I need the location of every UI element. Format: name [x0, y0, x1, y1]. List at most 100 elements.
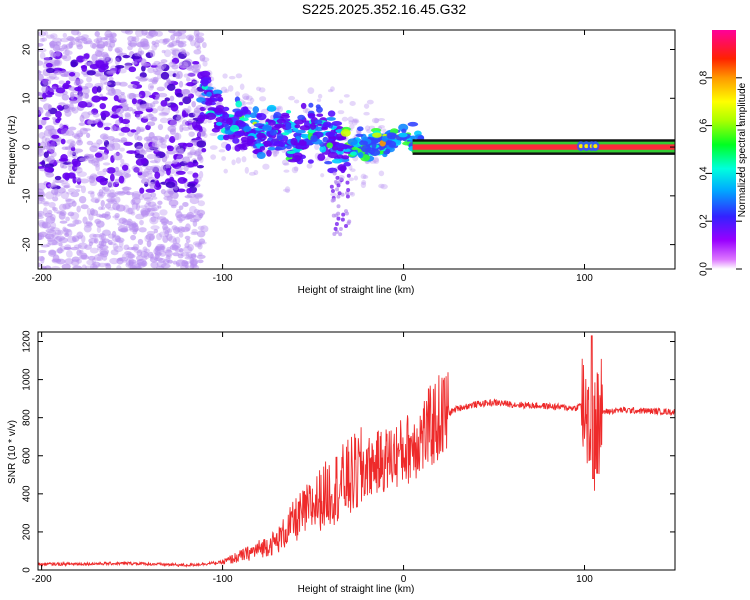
noise-blob [146, 240, 152, 248]
noise-blob [100, 199, 105, 207]
noise-blob [38, 48, 47, 53]
noise-blob [141, 171, 150, 178]
noise-blob [114, 196, 121, 203]
noise-blob [155, 251, 163, 256]
noise-blob [170, 48, 180, 52]
noise-blob [191, 228, 198, 234]
noise-blob [67, 172, 76, 179]
noise-blob [145, 170, 153, 175]
noise-blob [63, 184, 71, 189]
noise-blob [147, 67, 155, 74]
signal-blob [242, 146, 248, 151]
noise-blob [48, 86, 58, 93]
haze-blob [353, 175, 359, 181]
noise-blob [152, 165, 162, 173]
signal-blob [256, 113, 267, 121]
signal-blob [347, 138, 358, 146]
tail-blob [340, 217, 345, 222]
haze-blob [317, 93, 323, 99]
noise-blob [123, 244, 130, 251]
noise-blob [99, 133, 109, 140]
noise-blob [76, 205, 81, 213]
signal-blob [243, 125, 252, 132]
noise-blob [82, 92, 89, 99]
noise-blob [169, 128, 176, 135]
noise-blob [79, 250, 84, 254]
noise-blob [49, 53, 57, 59]
haze-blob [348, 191, 354, 196]
noise-blob [182, 96, 192, 105]
noise-blob [148, 113, 153, 118]
noise-blob [71, 200, 77, 207]
haze-blob [249, 97, 255, 103]
noise-blob [93, 160, 101, 168]
noise-blob [68, 41, 74, 49]
noise-blob [72, 219, 82, 225]
noise-blob [175, 149, 184, 155]
noise-blob [143, 102, 153, 110]
noise-blob [100, 37, 109, 41]
noise-blob [150, 212, 155, 217]
signal-blob [309, 122, 317, 130]
noise-blob [105, 198, 115, 202]
noise-blob [84, 265, 95, 269]
noise-blob [97, 191, 106, 197]
noise-blob [62, 161, 72, 165]
noise-blob [146, 153, 156, 160]
haze-blob [202, 60, 208, 67]
haze-blob [349, 124, 355, 130]
noise-blob [175, 36, 180, 43]
noise-blob [54, 179, 65, 184]
noise-blob [91, 86, 99, 94]
noise-blob [62, 50, 73, 56]
noise-blob [153, 135, 163, 141]
noise-blob [185, 145, 195, 150]
y-tick-label: -10 [22, 188, 33, 203]
noise-blob [106, 167, 116, 174]
haze-blob [241, 156, 247, 163]
haze-blob [348, 177, 355, 182]
haze-blob [231, 159, 236, 166]
noise-blob [38, 107, 44, 115]
noise-blob [146, 121, 156, 127]
noise-blob [197, 259, 204, 264]
noise-blob [41, 265, 47, 269]
noise-blob [199, 54, 206, 62]
signal-blob [252, 106, 260, 114]
noise-blob [148, 30, 156, 37]
noise-blob [184, 235, 191, 240]
noise-blob [194, 194, 203, 200]
noise-blob [98, 244, 109, 250]
signal-blob [278, 140, 286, 148]
noise-blob [99, 103, 106, 110]
noise-blob [178, 205, 184, 211]
noise-blob [156, 247, 165, 252]
noise-blob [103, 81, 112, 86]
noise-blob [174, 227, 182, 233]
noise-blob [159, 112, 169, 116]
noise-blob [193, 30, 200, 38]
noise-blob [148, 78, 153, 83]
noise-blob [96, 256, 104, 262]
tail-blob [345, 180, 350, 185]
noise-blob [41, 160, 46, 167]
noise-blob [116, 265, 122, 269]
noise-blob [124, 112, 131, 118]
noise-blob [171, 159, 179, 163]
tail-blob [338, 232, 343, 237]
noise-blob [104, 211, 111, 216]
noise-blob [71, 256, 80, 262]
noise-blob [110, 249, 119, 256]
haze-blob [378, 170, 385, 177]
noise-blob [96, 139, 103, 145]
signal-blob [214, 109, 223, 114]
noise-blob [183, 245, 193, 253]
haze-blob [227, 85, 234, 92]
noise-blob [38, 191, 46, 198]
noise-blob [198, 127, 203, 133]
noise-blob [40, 244, 50, 248]
noise-blob [156, 73, 162, 80]
noise-blob [132, 93, 143, 98]
noise-blob [141, 65, 146, 72]
